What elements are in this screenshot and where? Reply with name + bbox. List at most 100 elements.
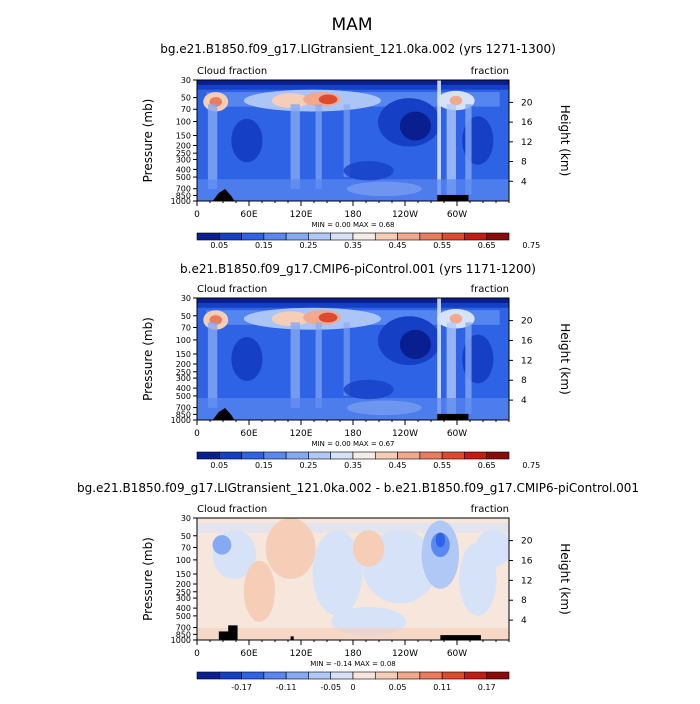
y-tick-label: 400 — [176, 384, 191, 393]
y-tick-label: 150 — [176, 132, 191, 141]
colorbar-label: 0.65 — [478, 461, 496, 470]
contour-field — [197, 80, 509, 201]
colorbar-segment — [397, 232, 421, 241]
contour-region — [265, 518, 316, 579]
contour-region — [449, 95, 463, 106]
contour-region — [207, 104, 218, 189]
panel-3: bg.e21.B1850.f09_g17.LIGtransient_121.0k… — [77, 481, 639, 692]
contour-region — [343, 322, 350, 396]
y2-tick-label: 12 — [521, 138, 532, 148]
colorbar-segment — [285, 671, 309, 680]
panel-title: bg.e21.B1850.f09_g17.LIGtransient_121.0k… — [160, 42, 556, 56]
colorbar-label: 0.25 — [300, 461, 318, 470]
contour-region — [271, 311, 310, 327]
colorbar-label: 0.35 — [344, 241, 362, 250]
colorbar-label: -0.05 — [320, 683, 341, 692]
y2-tick-label: 8 — [521, 158, 527, 168]
colorbar-label: 0.05 — [389, 683, 407, 692]
y-tick-label: 250 — [176, 368, 191, 377]
y2-axis-label: Height (km) — [558, 323, 572, 394]
colorbar-segment — [486, 232, 510, 241]
colorbar-segment — [397, 671, 421, 680]
contour-region — [440, 635, 481, 640]
y-tick-label: 70 — [181, 323, 191, 332]
units-label: fraction — [471, 66, 509, 77]
contour-region — [399, 111, 431, 141]
colorbar-segment — [464, 671, 488, 680]
y2-tick-label: 20 — [521, 98, 533, 108]
units-label: fraction — [471, 284, 509, 295]
colorbar-label: 0.15 — [255, 241, 273, 250]
colorbar-label: 0.45 — [389, 461, 407, 470]
x-tick-label: 60W — [447, 649, 467, 659]
colorbar-label: 0 — [350, 683, 355, 692]
y-tick-label: 100 — [176, 118, 191, 127]
y-tick-label: 100 — [176, 556, 191, 565]
x-tick-label: 60W — [447, 210, 467, 220]
y-tick-label: 30 — [181, 514, 191, 523]
y2-tick-label: 8 — [521, 596, 527, 606]
contour-region — [465, 322, 472, 414]
colorbar-segment — [241, 671, 265, 680]
colorbar-segment — [330, 671, 354, 680]
x-tick-label: 60E — [240, 210, 257, 220]
colorbar-segment — [486, 451, 510, 460]
colorbar-segment — [419, 671, 443, 680]
y2-tick-label: 12 — [521, 576, 532, 586]
variable-label: Cloud fraction — [197, 66, 267, 77]
colorbar-label: 0.17 — [478, 683, 496, 692]
colorbar-segment — [263, 232, 287, 241]
colorbar-segment — [285, 232, 309, 241]
colorbar-segment — [196, 232, 220, 241]
y2-tick-label: 12 — [521, 356, 532, 366]
y-tick-label: 500 — [176, 612, 191, 621]
contour-region — [212, 535, 232, 555]
terrain-mask — [212, 189, 235, 201]
colorbar-segment — [352, 451, 376, 460]
colorbar: -0.17 -0.11 -0.05 0 0.05 0.11 0.17 — [196, 671, 510, 692]
x-tick-label: 180 — [344, 649, 361, 659]
contour-region — [435, 532, 446, 548]
y2-tick-label: 20 — [521, 317, 533, 327]
contour-region — [346, 181, 422, 197]
y-tick-label: 30 — [181, 294, 191, 303]
contour-region — [446, 104, 456, 195]
contour-region — [290, 104, 300, 189]
colorbar-segment — [464, 232, 488, 241]
colorbar-label: 0.11 — [433, 683, 451, 692]
y-tick-label: 250 — [176, 588, 191, 597]
y-tick-label: 50 — [181, 312, 191, 321]
x-tick-label: 120E — [290, 210, 313, 220]
colorbar-label: 0.65 — [478, 241, 496, 250]
colorbar-label: 0.75 — [522, 461, 540, 470]
colorbar-segment — [374, 232, 398, 241]
contour-region — [218, 631, 238, 640]
y2-tick-label: 8 — [521, 376, 527, 386]
colorbar-segment — [218, 671, 242, 680]
contour-region — [290, 636, 294, 640]
y2-tick-label: 16 — [521, 336, 533, 346]
contour-region — [228, 625, 238, 632]
colorbar-label: 0.75 — [522, 241, 540, 250]
colorbar-segment — [263, 671, 287, 680]
colorbar: 0.05 0.15 0.25 0.35 0.45 0.55 0.65 0.75 — [196, 451, 540, 470]
contour-region — [446, 322, 456, 414]
x-tick-label: 60W — [447, 429, 467, 439]
y-tick-label: 1000 — [171, 197, 191, 206]
terrain-mask — [212, 408, 235, 420]
colorbar-segment — [196, 671, 220, 680]
x-tick-label: 120W — [392, 649, 418, 659]
y-tick-label: 850 — [176, 191, 191, 200]
y-tick-label: 70 — [181, 105, 191, 114]
y-tick-label: 250 — [176, 149, 191, 158]
contour-field — [197, 518, 509, 640]
contour-region — [315, 104, 322, 189]
colorbar-segment — [308, 671, 332, 680]
y-tick-label: 50 — [181, 94, 191, 103]
contour-region — [197, 302, 509, 308]
contour-region — [449, 313, 463, 324]
colorbar-label: 0.35 — [344, 461, 362, 470]
y-tick-label: 200 — [176, 360, 191, 369]
y2-axis-label: Height (km) — [558, 105, 572, 176]
colorbar-segment — [352, 671, 376, 680]
